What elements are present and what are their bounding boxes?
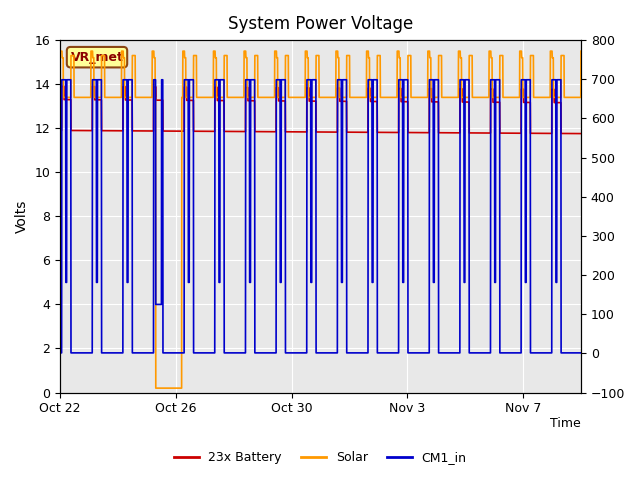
X-axis label: Time: Time	[550, 417, 581, 430]
Y-axis label: Volts: Volts	[15, 200, 29, 233]
Legend: 23x Battery, Solar, CM1_in: 23x Battery, Solar, CM1_in	[168, 446, 472, 469]
Text: VR_met: VR_met	[70, 51, 124, 64]
Title: System Power Voltage: System Power Voltage	[228, 15, 413, 33]
